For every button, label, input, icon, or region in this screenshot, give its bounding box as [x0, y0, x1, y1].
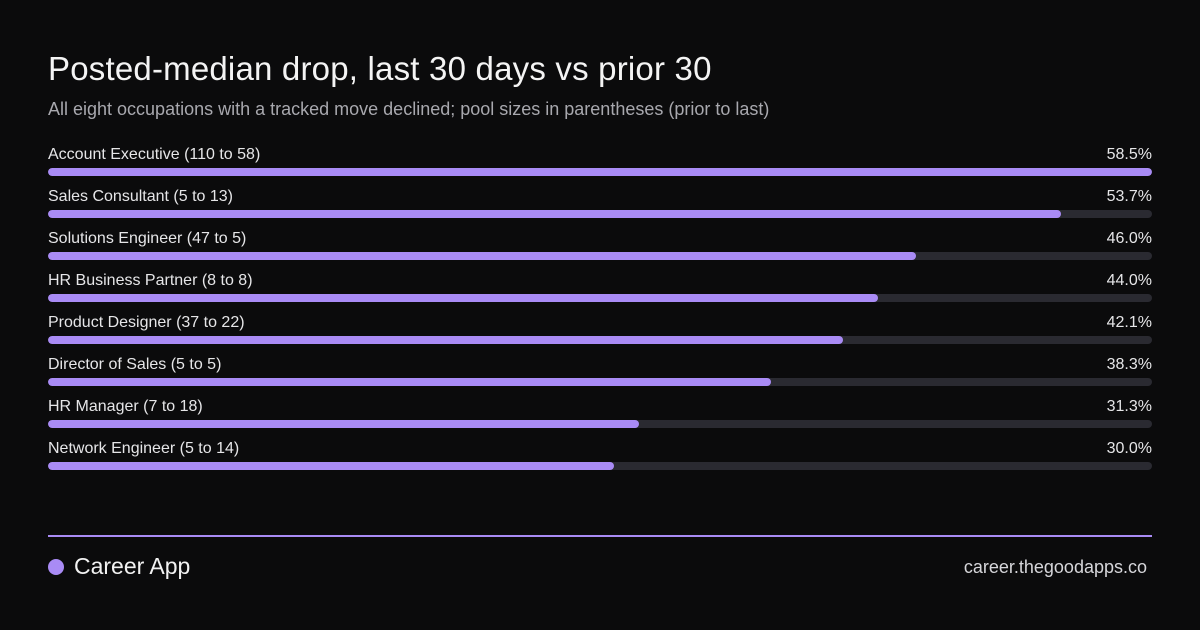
bar-track: [48, 378, 1152, 386]
bar-label: HR Manager (7 to 18): [48, 398, 203, 415]
footer-url: career.thegoodapps.co: [963, 557, 1147, 577]
bar-row: Solutions Engineer (47 to 5) 46.0%: [48, 228, 1152, 270]
bar-value-label: 53.7%: [1106, 188, 1152, 205]
bar-value-label: 31.3%: [1106, 398, 1152, 415]
bar-label: Sales Consultant (5 to 13): [48, 188, 233, 205]
bar-track: [48, 336, 1152, 344]
bar: [48, 168, 1152, 176]
bar-value-label: 44.0%: [1106, 272, 1152, 289]
bar: [48, 210, 1062, 218]
bar-chart: Account Executive (110 to 58) 58.5% Sales …: [48, 144, 1152, 480]
bar: [48, 252, 917, 260]
bar-label: Account Executive (110 to 58): [48, 146, 261, 163]
bar-track: [48, 210, 1152, 218]
bar-row: HR Manager (7 to 18) 31.3%: [48, 396, 1152, 438]
bar-label: Product Designer (37 to 22): [48, 314, 245, 331]
bar-row: HR Business Partner (8 to 8) 44.0%: [48, 270, 1152, 312]
bar-value-label: 38.3%: [1106, 356, 1152, 373]
bar-label: Solutions Engineer (47 to 5): [48, 230, 247, 247]
dot-icon: [48, 558, 64, 575]
bar: [48, 336, 843, 344]
bar-track: [48, 252, 1152, 260]
bar: [48, 420, 639, 428]
bar-label: Network Engineer (5 to 14): [48, 440, 240, 457]
bar-row: Product Designer (37 to 22) 42.1%: [48, 312, 1152, 354]
bar-value-label: 30.0%: [1106, 440, 1152, 457]
bar-value-label: 46.0%: [1106, 230, 1152, 247]
footer-divider: [48, 535, 1152, 537]
bar-row: Account Executive (110 to 58) 58.5%: [48, 144, 1152, 186]
bar-row: Network Engineer (5 to 14) 30.0%: [48, 438, 1152, 480]
brand: Career App: [48, 553, 190, 580]
chart-subtitle: All eight occupations with a tracked mov…: [48, 99, 770, 119]
bar-label: Director of Sales (5 to 5): [48, 356, 222, 373]
chart-title: Posted-median drop, last 30 days vs prio…: [48, 50, 712, 87]
bar: [48, 294, 879, 302]
bar-value-label: 58.5%: [1106, 146, 1152, 163]
bar-track: [48, 420, 1152, 428]
brand-name: Career App: [74, 553, 191, 579]
bar-track: [48, 462, 1152, 470]
bar-label: HR Business Partner (8 to 8): [48, 272, 253, 289]
bar-row: Sales Consultant (5 to 13) 53.7%: [48, 186, 1152, 228]
bar: [48, 462, 615, 470]
bar-value-label: 42.1%: [1106, 314, 1152, 331]
bar-track: [48, 294, 1152, 302]
bar: [48, 378, 771, 386]
bar-track: [48, 168, 1152, 176]
bar-row: Director of Sales (5 to 5) 38.3%: [48, 354, 1152, 396]
